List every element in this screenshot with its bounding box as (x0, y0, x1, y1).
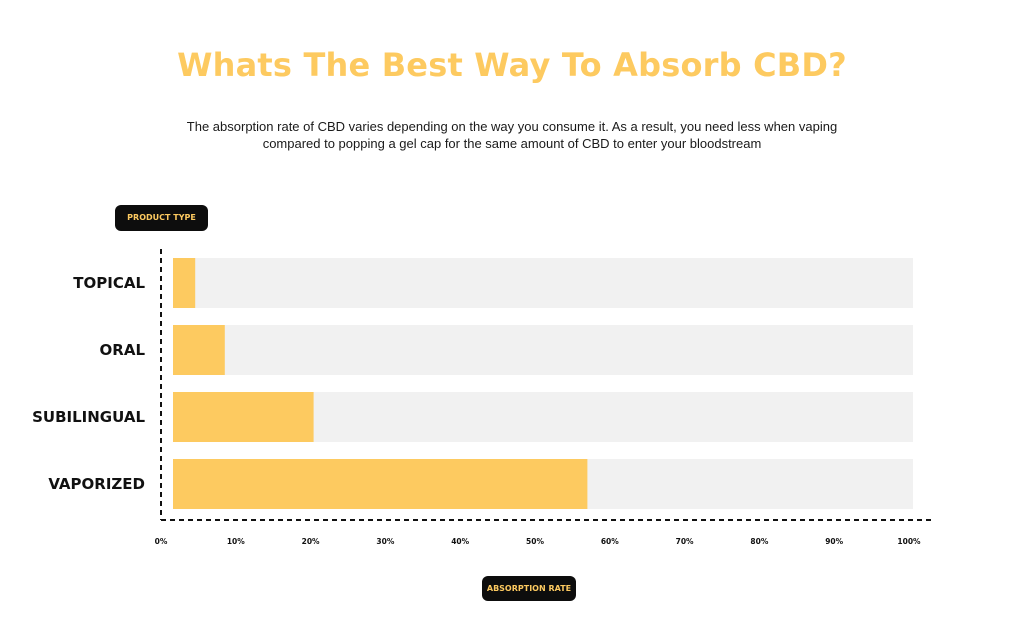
x-tick-label: 70% (676, 537, 694, 546)
bar-oral (173, 325, 225, 375)
x-tick-label: 40% (451, 537, 469, 546)
bar-vaporized (173, 459, 588, 509)
bar-track-oral (173, 325, 913, 375)
x-axis-title-badge: ABSORPTION RATE (482, 576, 576, 601)
x-tick-label: 60% (601, 537, 619, 546)
x-tick-labels: 0% 10% 20% 30% 40% 50% 60% 70% 80% 90% 100% (155, 537, 921, 546)
x-tick-label: 90% (825, 537, 843, 546)
x-tick-label: 10% (227, 537, 245, 546)
category-labels: TOPICAL ORAL SUBILINGUAL VAPORIZED (32, 274, 145, 493)
category-label-oral: ORAL (100, 341, 146, 359)
bar-track-topical (173, 258, 913, 308)
x-tick-label: 50% (526, 537, 544, 546)
category-label-topical: TOPICAL (73, 274, 145, 292)
category-label-vaporized: VAPORIZED (48, 475, 145, 493)
category-label-subilingual: SUBILINGUAL (32, 408, 145, 426)
x-tick-label: 30% (376, 537, 394, 546)
x-tick-label: 80% (750, 537, 768, 546)
bars (173, 258, 588, 509)
y-axis-title-badge: PRODUCT TYPE (115, 205, 208, 231)
chart-subtitle: The absorption rate of CBD varies depend… (186, 119, 838, 151)
x-tick-label: 0% (155, 537, 168, 546)
bar-topical (173, 258, 196, 308)
chart-title: Whats The Best Way To Absorb CBD? (177, 46, 847, 84)
bar-subilingual (173, 392, 314, 442)
x-tick-label: 20% (302, 537, 320, 546)
x-tick-label: 100% (897, 537, 921, 546)
